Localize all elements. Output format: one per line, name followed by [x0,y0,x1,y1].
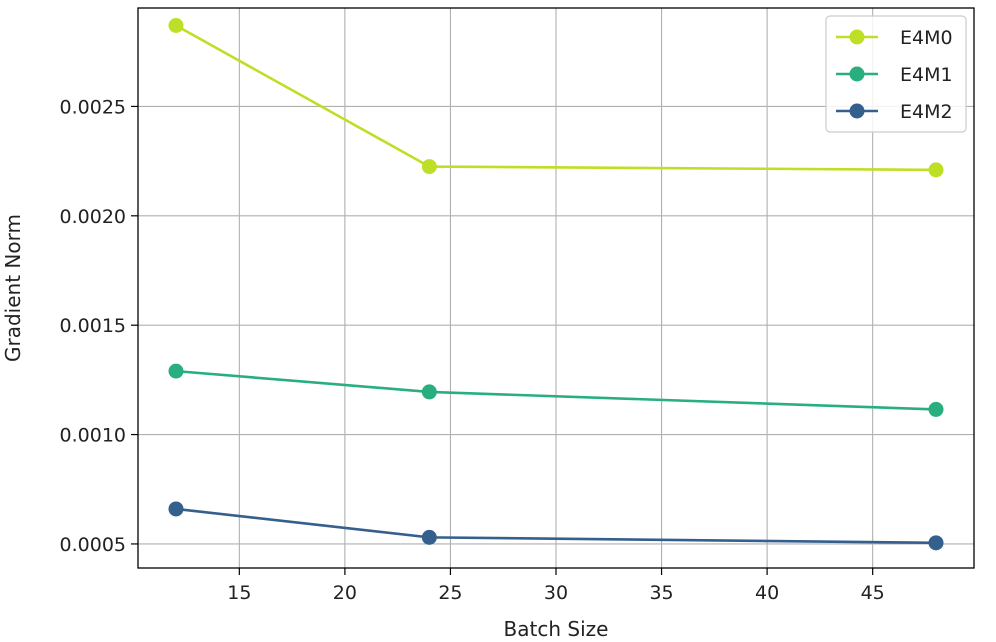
data-point-e4m2 [168,501,184,517]
data-point-e4m2 [928,535,944,551]
data-point-e4m1 [421,384,437,400]
y-tick-label: 0.0025 [60,96,126,118]
y-tick-label: 0.0020 [60,206,126,228]
axis-ticks: 15 20 25 30 35 40 45 0.0005 0.0010 0.0015 0.0020 0.… [60,96,885,604]
y-tick-label: 0.0010 [60,425,126,447]
data-point-e4m1 [928,401,944,417]
legend-marker-e4m1 [849,66,865,82]
legend-marker-e4m0 [849,29,865,45]
legend-label-e4m0: E4M0 [900,27,953,49]
x-tick-label: 40 [755,582,779,604]
x-tick-label: 20 [333,582,357,604]
x-tick-label: 45 [861,582,885,604]
x-tick-label: 25 [438,582,462,604]
data-point-e4m0 [421,159,437,175]
y-axis-label: Gradient Norm [1,214,25,362]
y-tick-label: 0.0015 [60,315,126,337]
legend: E4M0 E4M1 E4M2 [825,15,967,133]
data-point-e4m1 [168,363,184,379]
data-point-e4m2 [421,529,437,545]
x-tick-label: 30 [544,582,568,604]
x-tick-label: 15 [227,582,251,604]
legend-marker-e4m2 [849,103,865,119]
x-tick-label: 35 [649,582,673,604]
data-point-e4m0 [928,162,944,178]
x-axis-label: Batch Size [504,617,609,641]
series-lines [168,18,944,551]
y-tick-label: 0.0005 [60,534,126,556]
data-point-e4m0 [168,18,184,33]
legend-label-e4m1: E4M1 [900,64,953,86]
legend-label-e4m2: E4M2 [900,101,953,123]
legend-box [825,15,967,133]
grid-lines [138,8,974,568]
